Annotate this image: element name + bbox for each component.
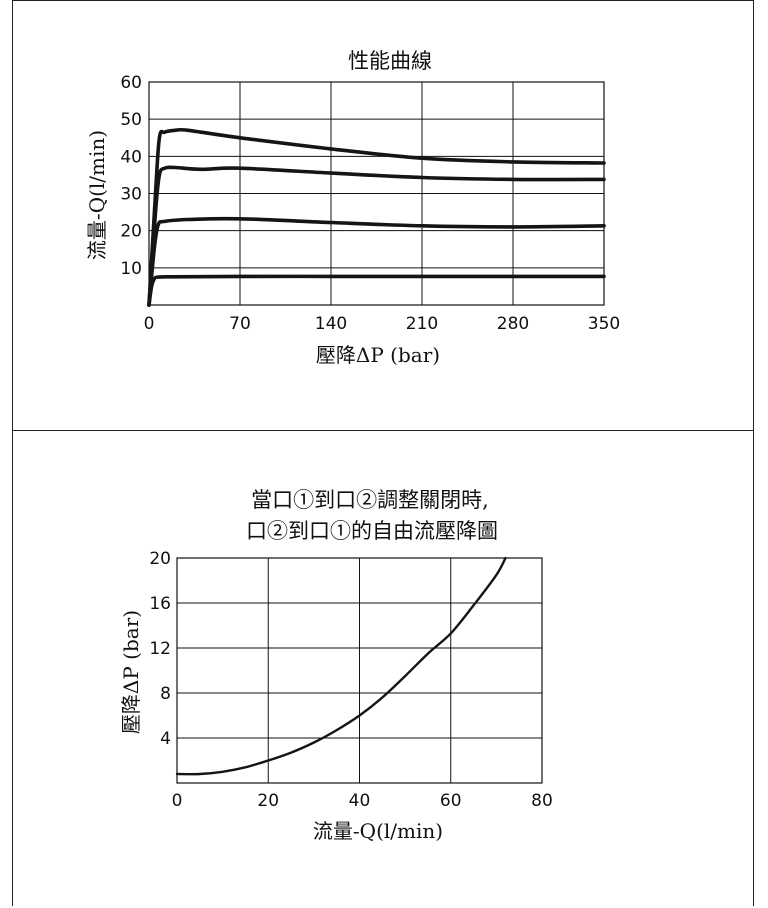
c1-series-line-2 — [147, 165, 606, 307]
chart2-x-axis-label: 流量-Q(l/min) — [313, 819, 443, 843]
chart1-title: 性能曲線 — [348, 49, 432, 73]
c1-y-tick-label: 20 — [120, 222, 142, 242]
free-flow-pressure-drop-chart: 當口①到口②調整關閉時, 口②到口①的自由流壓降圖 0 20 40 60 80 4 8 12 1… — [119, 488, 553, 843]
c1-y-tick-label: 40 — [120, 147, 142, 167]
chart2-ticks: 0 20 40 60 80 4 8 12 16 20 — [149, 549, 552, 811]
c1-y-tick-label: 60 — [120, 73, 142, 93]
chart1-ticks: 0 70 140 210 280 350 10 20 30 40 50 60 — [120, 73, 620, 334]
c1-series-line-3 — [147, 216, 606, 307]
chart1-grid — [148, 81, 605, 306]
chart2-y-axis-label: 壓降ΔP (bar) — [119, 610, 143, 734]
c2-y-tick-label: 12 — [149, 639, 171, 659]
performance-curve-chart: 性能曲線 0 70 140 210 280 350 10 20 30 40 50 60 壓降ΔP (b… — [85, 49, 620, 367]
chart2-grid — [176, 557, 543, 784]
chart1-y-axis-label: 流量-Q(l/min) — [85, 130, 109, 260]
c1-y-tick-label: 10 — [120, 259, 142, 279]
c2-series-line-1 — [175, 556, 507, 776]
c2-x-tick-label: 40 — [349, 791, 371, 811]
c1-y-tick-label: 50 — [120, 110, 142, 130]
chart2-title-line2: 口②到口①的自由流壓降圖 — [246, 519, 498, 543]
chart2-title-line1: 當口①到口②調整關閉時, — [251, 488, 489, 512]
section-divider — [12, 430, 754, 431]
c1-y-tick-label: 30 — [120, 185, 142, 205]
c1-x-tick-label: 0 — [144, 314, 155, 334]
chart1-series — [147, 127, 606, 307]
c1-x-tick-label: 140 — [315, 314, 347, 334]
page-frame — [12, 0, 754, 906]
c1-x-tick-label: 70 — [229, 314, 251, 334]
c2-x-tick-label: 20 — [257, 791, 279, 811]
c1-series-line-4 — [147, 274, 606, 307]
c2-y-tick-label: 16 — [149, 594, 171, 614]
c2-x-tick-label: 60 — [440, 791, 462, 811]
c2-x-tick-label: 0 — [172, 791, 183, 811]
c1-series-line-1 — [147, 127, 606, 307]
c2-y-tick-label: 20 — [149, 549, 171, 569]
c1-x-tick-label: 350 — [588, 314, 620, 334]
chart1-x-axis-label: 壓降ΔP (bar) — [316, 343, 440, 367]
c2-y-tick-label: 4 — [160, 729, 171, 749]
c1-x-tick-label: 210 — [406, 314, 438, 334]
chart2-series — [175, 556, 507, 776]
c2-y-tick-label: 8 — [160, 684, 171, 704]
c2-x-tick-label: 80 — [531, 791, 553, 811]
c1-x-tick-label: 280 — [497, 314, 529, 334]
